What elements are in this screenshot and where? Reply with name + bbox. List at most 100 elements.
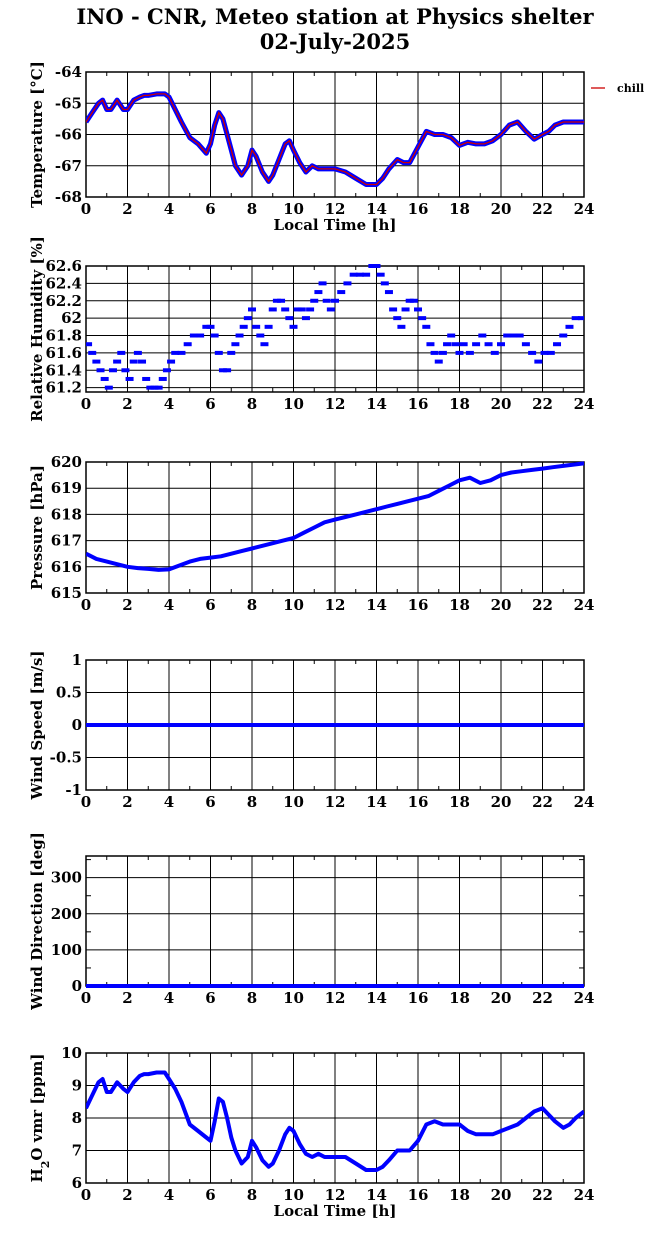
x-tick-label: 18 xyxy=(449,200,470,218)
y-tick-label: -64 xyxy=(55,63,82,81)
data-point xyxy=(121,368,130,373)
data-point xyxy=(343,281,352,286)
y-axis-label: Relative Humidity [%] xyxy=(28,236,46,422)
data-point xyxy=(86,342,93,347)
x-tick-label: 20 xyxy=(491,1186,512,1204)
data-point xyxy=(113,359,122,364)
x-tick-label: 6 xyxy=(205,793,215,811)
x-tick-label: 16 xyxy=(408,793,429,811)
data-point xyxy=(401,307,410,312)
data-point xyxy=(146,385,155,390)
data-point xyxy=(559,333,568,338)
x-tick-label: 12 xyxy=(325,1186,346,1204)
x-tick-label: 12 xyxy=(325,596,346,614)
y-tick-label: 8 xyxy=(72,1109,82,1127)
x-tick-label: 4 xyxy=(164,989,174,1007)
data-point xyxy=(472,342,481,347)
x-tick-label: 4 xyxy=(164,200,174,218)
data-point xyxy=(117,350,126,355)
x-tick-label: 22 xyxy=(532,793,553,811)
x-tick-label: 10 xyxy=(283,793,304,811)
y-tick-label: 0 xyxy=(72,716,82,734)
data-point xyxy=(571,316,580,321)
data-point xyxy=(277,298,286,303)
x-tick-label: 20 xyxy=(491,395,512,413)
x-tick-label: 18 xyxy=(449,1186,470,1204)
y-tick-label: 61.8 xyxy=(45,327,82,345)
y-tick-label: 200 xyxy=(51,905,82,923)
x-tick-label: 16 xyxy=(408,1186,429,1204)
data-point xyxy=(546,350,555,355)
x-tick-label: 8 xyxy=(247,200,257,218)
data-point xyxy=(129,359,138,364)
x-tick-label: 0 xyxy=(81,1186,91,1204)
data-point xyxy=(438,350,447,355)
y-tick-label: 61.6 xyxy=(45,344,82,362)
x-tick-label: 20 xyxy=(491,596,512,614)
x-tick-label: 4 xyxy=(164,1186,174,1204)
y-tick-label: -66 xyxy=(55,126,82,144)
x-tick-label: 12 xyxy=(325,395,346,413)
y-tick-label: -0.5 xyxy=(50,749,82,767)
data-point xyxy=(142,376,151,381)
y-axis-label: Wind Direction [deg] xyxy=(28,832,46,1011)
data-point xyxy=(104,385,113,390)
x-tick-label: 16 xyxy=(408,395,429,413)
x-tick-label: 14 xyxy=(366,989,387,1007)
x-tick-label: 24 xyxy=(574,793,595,811)
x-tick-label: 22 xyxy=(532,395,553,413)
x-tick-label: 2 xyxy=(122,596,132,614)
data-point xyxy=(100,376,109,381)
data-point xyxy=(158,376,167,381)
data-point xyxy=(239,324,248,329)
data-point xyxy=(397,324,406,329)
x-tick-label: 14 xyxy=(366,793,387,811)
x-tick-label: 18 xyxy=(449,793,470,811)
y-tick-label: 61.4 xyxy=(45,361,82,379)
data-point xyxy=(349,272,358,277)
data-point xyxy=(125,376,134,381)
data-point xyxy=(264,324,273,329)
data-point xyxy=(384,290,393,295)
x-tick-label: 24 xyxy=(574,1186,595,1204)
data-point xyxy=(92,359,101,364)
x-tick-label: 2 xyxy=(122,989,132,1007)
y-tick-label: -65 xyxy=(55,94,82,112)
x-tick-label: 0 xyxy=(81,793,91,811)
data-point xyxy=(301,316,310,321)
data-point xyxy=(202,324,211,329)
y-tick-label: 0 xyxy=(72,977,82,995)
data-point xyxy=(478,333,487,338)
data-point xyxy=(577,316,584,321)
data-point xyxy=(405,298,414,303)
data-point xyxy=(297,307,306,312)
x-tick-label: 12 xyxy=(325,989,346,1007)
y-tick-label: 615 xyxy=(51,584,82,602)
data-layer xyxy=(86,264,584,390)
data-point xyxy=(231,342,240,347)
x-tick-label: 8 xyxy=(247,989,257,1007)
x-tick-label: 20 xyxy=(491,200,512,218)
data-point xyxy=(414,307,422,312)
y-tick-label: 62.4 xyxy=(45,274,82,292)
data-point xyxy=(248,307,256,312)
x-tick-label: 24 xyxy=(574,989,595,1007)
data-point xyxy=(88,350,97,355)
data-point xyxy=(430,350,439,355)
data-point xyxy=(389,307,398,312)
data-point xyxy=(268,307,277,312)
data-point xyxy=(183,342,192,347)
x-tick-label: 22 xyxy=(532,596,553,614)
data-point xyxy=(528,350,537,355)
y-tick-label: -1 xyxy=(65,781,82,799)
y-tick-label: 61.2 xyxy=(45,379,82,397)
y-axis-label: Temperature [°C] xyxy=(28,61,46,208)
x-tick-label: 2 xyxy=(122,395,132,413)
data-point xyxy=(206,324,215,329)
x-tick-label: 18 xyxy=(449,596,470,614)
data-point xyxy=(150,385,159,390)
x-tick-label: 24 xyxy=(574,395,595,413)
